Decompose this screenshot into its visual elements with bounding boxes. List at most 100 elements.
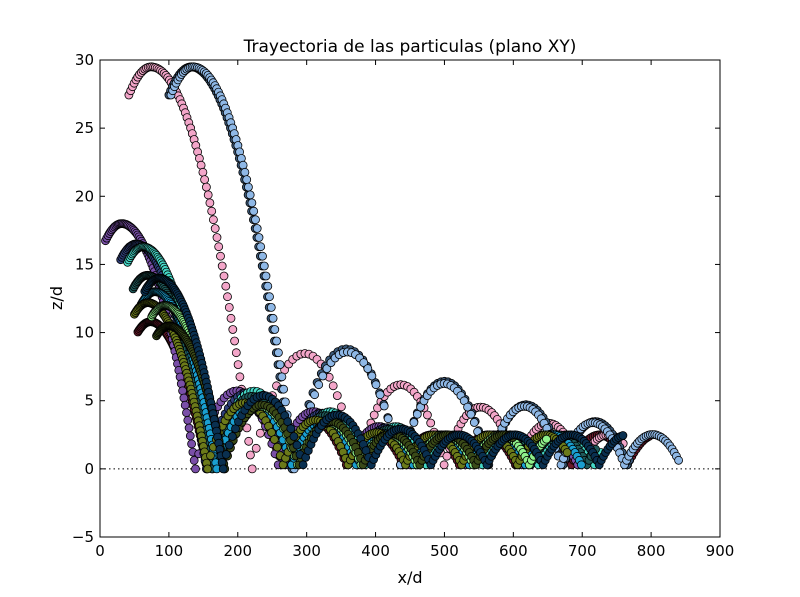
data-point (409, 418, 419, 427)
data-point (223, 292, 232, 302)
data-point (466, 409, 476, 419)
data-point (674, 455, 683, 465)
data-point (189, 455, 199, 465)
data-point (255, 428, 265, 438)
data-point (196, 160, 206, 170)
data-point (328, 381, 338, 391)
data-point (375, 390, 385, 400)
data-point (183, 415, 193, 425)
data-point (379, 401, 389, 411)
data-point (292, 440, 302, 450)
data-point (280, 397, 290, 407)
data-point (277, 372, 287, 382)
data-point (439, 460, 449, 470)
data-point (221, 281, 231, 291)
data-point (314, 380, 324, 390)
series-12 (140, 273, 628, 474)
data-point (270, 325, 280, 334)
data-point (272, 442, 282, 452)
data-point (184, 423, 194, 433)
data-point (261, 271, 271, 281)
data-point (198, 167, 208, 177)
data-point (359, 358, 369, 368)
x-tick-label: 800 (637, 542, 666, 560)
data-point (542, 434, 551, 444)
data-point (247, 198, 257, 208)
y-tick-label: −5 (72, 528, 94, 546)
data-point (227, 432, 237, 441)
data-point (254, 233, 264, 242)
data-point (226, 313, 236, 323)
data-point (469, 418, 479, 427)
data-point (206, 451, 215, 461)
data-point (182, 408, 191, 418)
data-point (240, 167, 250, 177)
data-point (179, 393, 189, 403)
data-point (247, 464, 257, 474)
data-point (258, 251, 267, 261)
x-axis-label: x/d (397, 568, 422, 587)
data-point (252, 224, 262, 233)
x-tick-label: 200 (223, 542, 252, 560)
series-3 (166, 62, 683, 474)
x-tick-label: 600 (499, 542, 528, 560)
data-point (463, 402, 473, 412)
y-tick-label: 30 (75, 51, 94, 69)
chart-title: Trayectoria de las particulas (plano XY) (243, 37, 577, 57)
y-tick-label: 20 (75, 187, 94, 205)
data-point (242, 175, 252, 185)
x-tick-label: 500 (430, 542, 459, 560)
data-point (178, 386, 188, 396)
data-point (238, 160, 248, 170)
y-tick-label: 0 (84, 460, 94, 478)
data-point (200, 175, 210, 185)
data-point (618, 431, 628, 440)
data-point (245, 190, 255, 200)
data-point (245, 450, 255, 460)
data-point (289, 432, 299, 441)
data-point (205, 198, 215, 208)
y-tick-label: 10 (75, 324, 94, 342)
data-point (231, 348, 241, 358)
y-tick-label: 5 (84, 392, 94, 410)
data-point (210, 224, 220, 233)
data-point (269, 435, 279, 444)
data-point (442, 451, 452, 461)
data-point (383, 414, 393, 424)
data-point (201, 182, 211, 192)
data-point (371, 380, 381, 390)
data-point (272, 336, 282, 346)
y-axis-label: z/d (47, 286, 66, 310)
data-point (203, 464, 213, 474)
data-point (363, 364, 373, 374)
data-point (259, 261, 269, 271)
data-point (191, 464, 200, 474)
x-tick-label: 100 (155, 542, 184, 560)
data-point (224, 440, 234, 450)
data-point (214, 242, 224, 252)
data-point (217, 261, 227, 271)
data-point (235, 372, 245, 382)
axes-frame (99, 59, 721, 538)
data-point (228, 325, 238, 334)
data-point (224, 302, 234, 312)
data-point (263, 281, 273, 291)
data-point (185, 431, 195, 441)
data-point (273, 348, 283, 358)
data-point (244, 436, 254, 446)
data-point (332, 391, 342, 401)
y-tick-label: 25 (75, 119, 94, 137)
data-point (286, 424, 296, 434)
data-point (562, 448, 572, 457)
data-point (318, 371, 328, 381)
data-point (426, 418, 436, 428)
data-point (336, 402, 346, 412)
x-tick-label: 0 (95, 542, 105, 560)
x-tick-label: 400 (361, 542, 390, 560)
data-point (212, 233, 222, 242)
data-point (207, 206, 217, 216)
plot-area (100, 62, 720, 474)
data-point (367, 371, 377, 381)
